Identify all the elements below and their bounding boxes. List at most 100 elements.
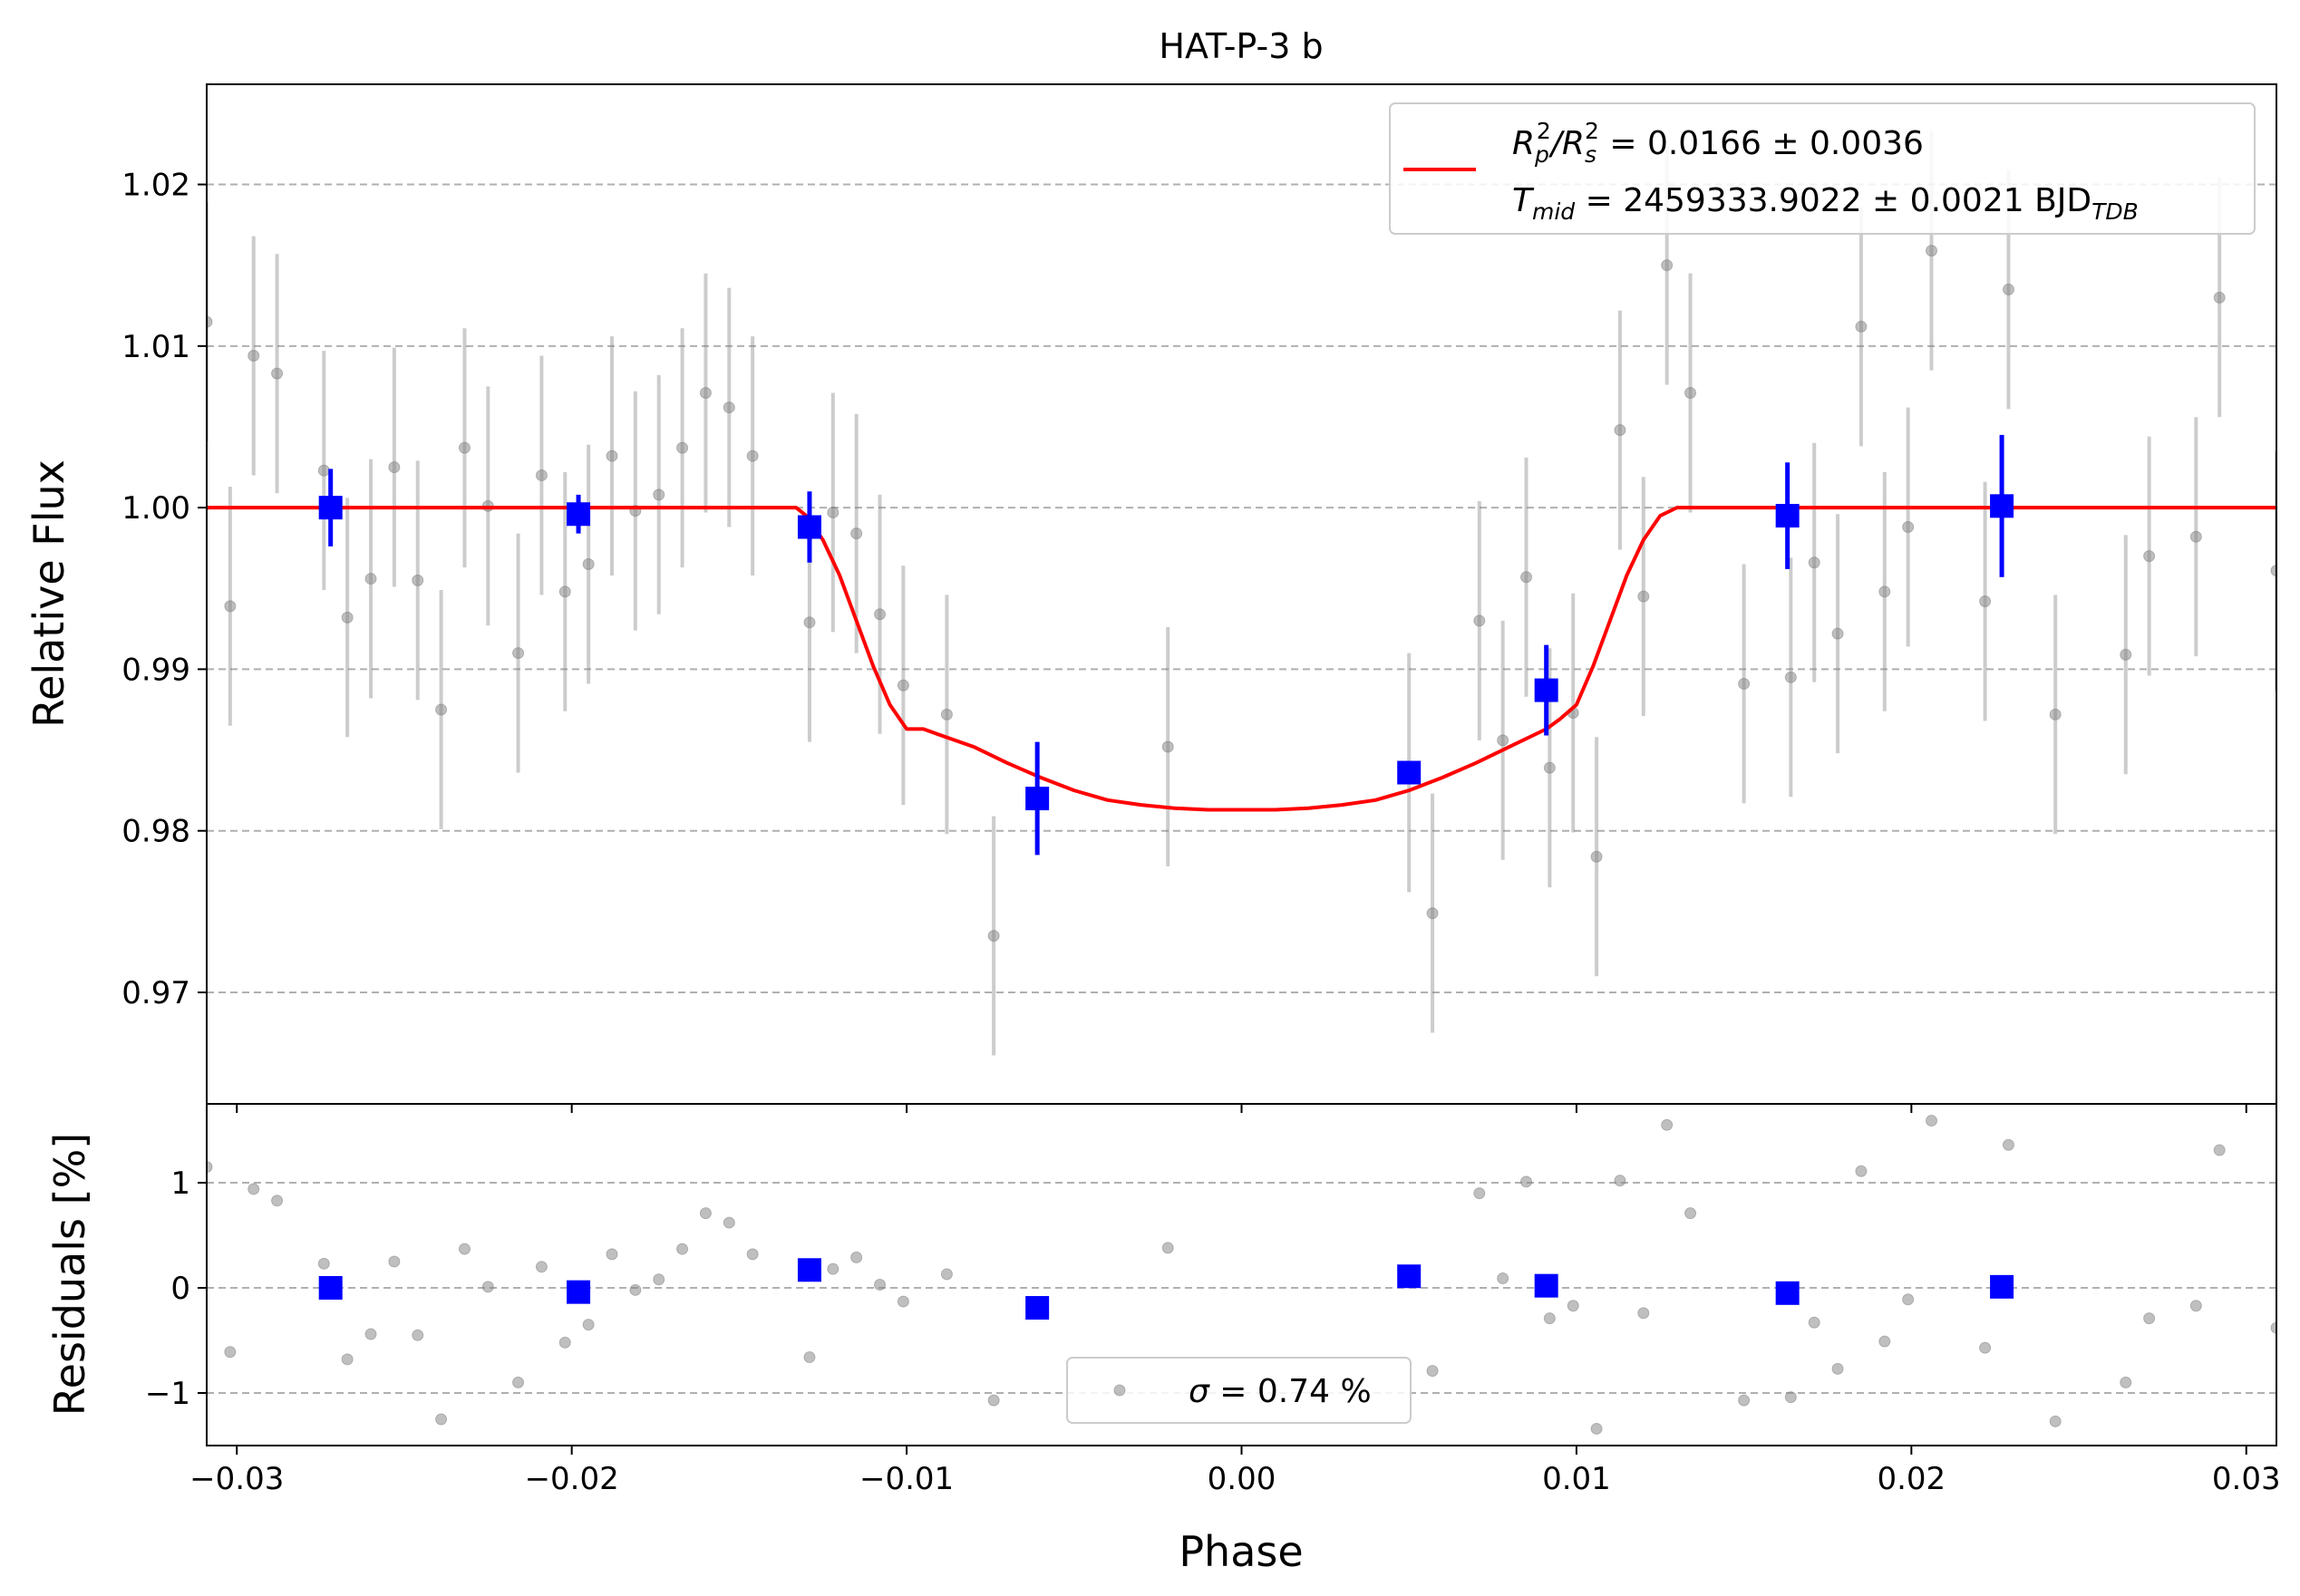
residual-point: [897, 1295, 909, 1308]
data-point: [1808, 556, 1820, 569]
residual-y-ticks: −1 0 1: [145, 1166, 207, 1412]
main-x-tick-marks: [236, 1104, 2247, 1113]
data-point: [1855, 320, 1868, 333]
residual-point: [987, 1394, 1000, 1407]
residual-point: [1831, 1362, 1844, 1375]
main-legend: Rp2/Rs2 = 0.0166 ± 0.0036 Tmid = 2459333…: [1389, 102, 2256, 235]
residual-point: [1855, 1165, 1868, 1177]
residual-point: [1614, 1175, 1626, 1187]
main-y-tick-label: 0.98: [121, 814, 190, 850]
data-point: [341, 611, 354, 624]
residual-point: [940, 1268, 953, 1281]
residual-point: [2189, 1300, 2202, 1312]
residual-point: [1426, 1365, 1439, 1378]
data-point: [1902, 521, 1915, 534]
residual-legend-box: [1066, 1357, 1412, 1424]
data-point: [2213, 291, 2226, 304]
data-point: [1926, 245, 1937, 257]
main-y-tick-label: 0.99: [121, 652, 190, 688]
data-point: [850, 527, 863, 540]
data-point: [535, 469, 548, 481]
data-point: [2120, 648, 2132, 661]
residual-point: [1543, 1312, 1556, 1325]
residual-plot-marks: [207, 1115, 2276, 1435]
x-ticks: −0.03 −0.02 −0.01 0.00 0.01 0.02 0.03: [189, 1446, 2281, 1497]
residual-point: [1784, 1391, 1797, 1404]
data-point: [1831, 627, 1844, 640]
residual-point: [2120, 1376, 2132, 1388]
residual-point: [458, 1243, 471, 1255]
binned-residual-point: [567, 1280, 591, 1304]
data-point: [653, 488, 665, 501]
residual-point: [1497, 1272, 1509, 1285]
x-tick-label: 0.00: [1208, 1461, 1276, 1497]
data-point: [224, 600, 237, 613]
residual-point: [676, 1243, 689, 1255]
binned-residual-point: [1397, 1264, 1422, 1289]
data-point: [458, 441, 471, 454]
residual-point: [1637, 1307, 1650, 1320]
binned-residual-point: [1025, 1296, 1050, 1320]
main-y-ticks: 0.97 0.98 0.99 1.00 1.01 1.02: [121, 168, 207, 1011]
data-point: [606, 450, 618, 462]
residual-point: [1902, 1293, 1915, 1306]
residual-legend: σ = 0.74 %: [1066, 1357, 1412, 1424]
residual-y-tick-label: 1: [170, 1166, 190, 1202]
data-point: [1520, 571, 1533, 584]
residual-point: [412, 1329, 424, 1341]
residual-point: [850, 1251, 863, 1263]
residual-gridlines: [207, 1182, 2276, 1394]
data-point: [1878, 585, 1891, 598]
residual-point: [2213, 1144, 2226, 1156]
data-point: [874, 608, 887, 621]
residual-point: [1738, 1394, 1751, 1407]
chart-title: HAT-P-3 b: [1159, 26, 1323, 66]
legend-rp-rs-entry: Rp2/Rs2 = 0.0166 ± 0.0036: [1512, 118, 1924, 168]
data-point: [2143, 550, 2156, 563]
residual-point: [558, 1336, 571, 1349]
legend-sigma-entry: σ = 0.74 %: [1189, 1373, 1372, 1410]
main-y-tick-label: 1.02: [121, 168, 190, 204]
residual-point: [2270, 1321, 2276, 1334]
data-point: [2002, 283, 2014, 295]
data-point: [558, 585, 571, 598]
residual-point: [1926, 1115, 1937, 1127]
x-tick-label: −0.01: [859, 1461, 954, 1497]
main-y-tick-label: 1.01: [121, 329, 190, 365]
main-y-axis-label: Relative Flux: [24, 459, 73, 728]
residual-point: [803, 1351, 816, 1364]
binned-point: [1990, 494, 2014, 518]
main-y-tick-label: 1.00: [121, 490, 190, 527]
residual-point: [746, 1248, 759, 1261]
data-point: [746, 450, 759, 462]
x-tick-label: 0.01: [1542, 1461, 1611, 1497]
residual-point: [512, 1376, 525, 1388]
data-point: [940, 708, 953, 721]
residual-point: [629, 1283, 642, 1296]
x-tick-label: −0.03: [189, 1461, 284, 1497]
residual-point: [224, 1346, 237, 1359]
transit-model-line: [207, 506, 2276, 812]
residual-point: [364, 1328, 377, 1340]
data-point: [1637, 590, 1650, 603]
data-point: [317, 464, 330, 477]
residual-point: [723, 1216, 735, 1229]
data-point: [2049, 708, 2062, 721]
x-tick-label: −0.02: [525, 1461, 619, 1497]
data-point: [364, 573, 377, 585]
x-tick-label: 0.03: [2212, 1461, 2281, 1497]
data-point: [412, 574, 424, 586]
data-point: [827, 506, 839, 518]
residual-point: [699, 1207, 712, 1220]
residual-point: [1661, 1118, 1674, 1131]
binned-point: [1397, 760, 1422, 785]
binned-point: [1025, 787, 1050, 811]
data-point: [1543, 761, 1556, 774]
x-axis-label: Phase: [1179, 1527, 1303, 1576]
data-point: [723, 401, 735, 414]
residual-point: [207, 1161, 213, 1174]
data-point: [388, 461, 401, 474]
residual-point: [1161, 1242, 1174, 1254]
residual-point: [2049, 1415, 2062, 1427]
